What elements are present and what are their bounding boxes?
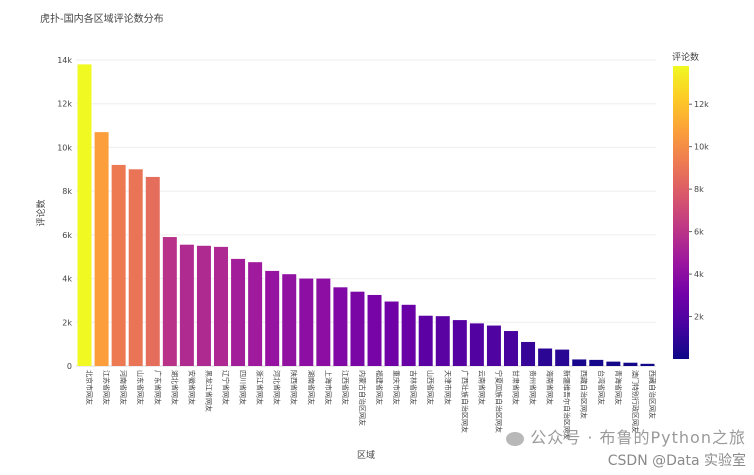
- x-tick-label: 上海市网友: [324, 370, 333, 405]
- bar[interactable]: [589, 359, 604, 366]
- bar[interactable]: [248, 262, 263, 366]
- bar[interactable]: [282, 274, 297, 366]
- bar[interactable]: [555, 349, 570, 366]
- x-tick-label: 贵州省网友: [529, 370, 538, 405]
- x-axis-label: 区域: [357, 449, 375, 461]
- wechat-icon: [506, 431, 525, 446]
- bar[interactable]: [162, 237, 177, 366]
- watermark-line-1: 公众号 · 布鲁的Python之旅: [416, 424, 746, 448]
- bar[interactable]: [640, 363, 655, 366]
- bar[interactable]: [128, 169, 143, 366]
- bar[interactable]: [521, 341, 536, 366]
- bars: [77, 64, 655, 366]
- bar[interactable]: [623, 362, 638, 366]
- bar[interactable]: [572, 359, 587, 366]
- x-tick-label: 宁夏回族自治区网友: [494, 370, 503, 433]
- x-tick-label: 浙江省网友: [256, 370, 265, 405]
- bar[interactable]: [504, 331, 518, 366]
- x-tick-label: 江苏省网友: [102, 370, 111, 405]
- x-tick-label: 西藏自治区网友: [648, 370, 657, 419]
- x-tick-label: 青海省网友: [614, 370, 623, 405]
- x-tick-label: 西藏自治区网友: [580, 370, 589, 419]
- bar[interactable]: [265, 270, 280, 366]
- y-tick-label: 2k: [62, 318, 72, 327]
- bar[interactable]: [401, 304, 416, 366]
- bar[interactable]: [333, 287, 348, 366]
- colorbar-tick-label: 2k: [694, 313, 704, 322]
- y-tick-label: 10k: [57, 143, 72, 152]
- x-axis-ticks: 北京市网友 江苏省网友 河南省网友 山东省网友 广东省网友 湖北省网友 安徽省网友 黑龙江省网…: [85, 370, 657, 440]
- bar[interactable]: [469, 323, 484, 366]
- x-tick-label: 黑龙江省网友: [204, 370, 213, 412]
- bar[interactable]: [538, 348, 553, 366]
- x-tick-label: 甘肃省网友: [512, 370, 521, 405]
- bar[interactable]: [111, 164, 126, 366]
- colorbar-ticks: 2k 4k 6k 8k 10k 12k: [689, 100, 709, 322]
- bar[interactable]: [367, 294, 382, 366]
- bar[interactable]: [214, 246, 228, 366]
- x-tick-label: 陕西省网友: [290, 370, 299, 405]
- x-tick-label: 海南省网友: [546, 370, 555, 405]
- x-tick-label: 福建省网友: [375, 370, 384, 405]
- bar[interactable]: [452, 320, 467, 366]
- x-tick-label: 天津市网友: [443, 370, 452, 405]
- x-tick-label: 安徽省网友: [187, 370, 196, 405]
- x-tick-label: 山东省网友: [136, 370, 145, 405]
- bar[interactable]: [231, 258, 246, 366]
- x-tick-label: 广西壮族自治区网友: [460, 370, 469, 433]
- y-tick-label: 12k: [57, 100, 72, 109]
- y-tick-label: 0: [67, 362, 72, 371]
- x-tick-label: 吉林省网友: [409, 370, 418, 405]
- x-tick-label: 辽宁省网友: [222, 370, 231, 405]
- watermark-line-2: CSDN @Data 实验室: [607, 453, 746, 469]
- x-tick-label: 山西省网友: [426, 370, 435, 405]
- watermark: 公众号 · 布鲁的Python之旅 CSDN @Data 实验室: [416, 424, 746, 470]
- x-tick-label: 新疆维吾尔自治区网友: [563, 370, 572, 440]
- x-tick-label: 湖北省网友: [170, 370, 179, 405]
- bar[interactable]: [418, 315, 433, 366]
- x-tick-label: 重庆市网友: [392, 370, 401, 405]
- bar[interactable]: [606, 361, 621, 366]
- colorbar-tick-label: 8k: [694, 185, 704, 194]
- x-tick-label: 四川省网友: [239, 370, 248, 405]
- bar[interactable]: [145, 176, 160, 366]
- watermark-text-1: 公众号 · 布鲁的Python之旅: [530, 428, 746, 447]
- bar[interactable]: [196, 245, 211, 366]
- colorbar-tick-label: 12k: [694, 100, 709, 109]
- x-tick-label: 河南省网友: [119, 370, 128, 405]
- bar[interactable]: [316, 278, 331, 366]
- x-tick-label: 内蒙古自治区网友: [358, 370, 367, 426]
- colorbar-title: 评论数: [672, 51, 699, 63]
- bar[interactable]: [179, 244, 194, 366]
- colorbar-tick-label: 10k: [694, 143, 709, 152]
- bar[interactable]: [486, 325, 501, 366]
- y-axis-ticks: 0 2k 4k 6k 8k 10k 12k 14k: [57, 56, 72, 371]
- y-tick-label: 4k: [62, 275, 72, 284]
- x-tick-label: 北京市网友: [85, 370, 94, 405]
- bar[interactable]: [384, 301, 399, 366]
- x-tick-label: 台湾省网友: [597, 370, 606, 405]
- chart-title: 虎扑-国内各区域评论数分布: [40, 14, 164, 25]
- bar[interactable]: [77, 64, 92, 366]
- colorbar-tick-label: 4k: [694, 270, 704, 279]
- x-tick-label: 澳门特别行政区网友: [631, 370, 640, 433]
- bar[interactable]: [299, 278, 314, 366]
- x-tick-label: 广东省网友: [153, 370, 162, 405]
- x-tick-label: 湖南省网友: [307, 370, 316, 405]
- colorbar-tick-label: 6k: [694, 228, 704, 237]
- bar[interactable]: [350, 291, 365, 366]
- colorbar: [673, 66, 689, 359]
- x-tick-label: 云南省网友: [477, 370, 486, 405]
- y-tick-label: 6k: [62, 231, 72, 240]
- x-tick-label: 河北省网友: [273, 370, 282, 405]
- bar[interactable]: [94, 132, 109, 366]
- x-tick-label: 江西省网友: [341, 370, 350, 405]
- bar[interactable]: [435, 316, 450, 366]
- y-tick-label: 8k: [62, 187, 72, 196]
- y-tick-label: 14k: [57, 56, 72, 65]
- y-axis-label: 评论数: [35, 199, 47, 226]
